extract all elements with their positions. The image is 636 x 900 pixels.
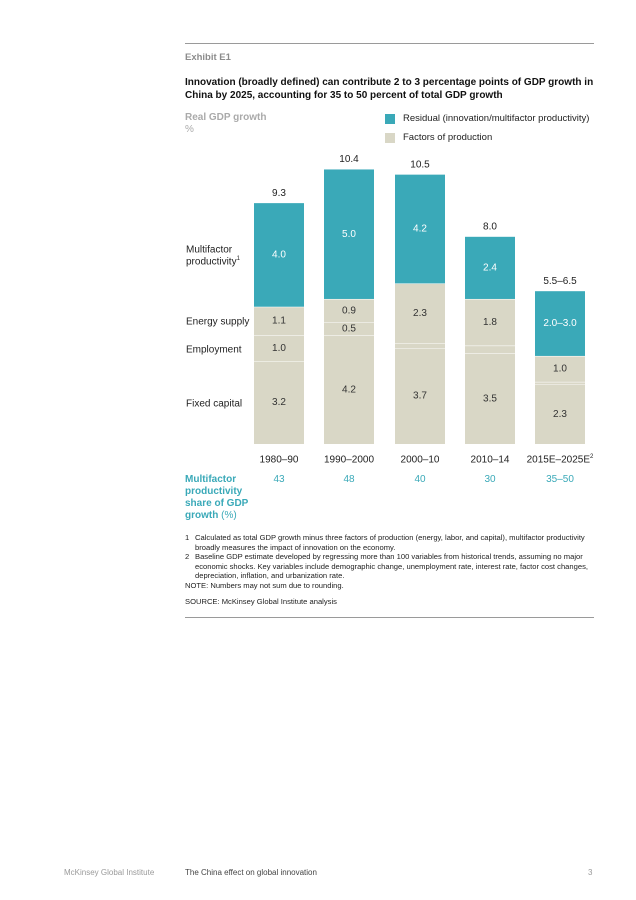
bar-segment-multifactor xyxy=(324,169,374,299)
bar-total-label: 9.3 xyxy=(272,188,286,199)
bar-segment-multifactor xyxy=(254,203,304,307)
bar-value-label: 1.1 xyxy=(272,316,286,327)
bar-value-label: 2.4 xyxy=(483,263,497,274)
bar-value-label: 4.2 xyxy=(413,224,427,235)
footnote: 1 Calculated as total GDP growth minus t… xyxy=(185,533,594,552)
multifactor-share-label-text: Multifactor productivity share of GDP gr… xyxy=(185,474,249,521)
bar-value-label: 3.2 xyxy=(272,397,286,408)
bar-value-label: 0.5 xyxy=(342,323,356,334)
multifactor-share-value: 40 xyxy=(414,474,426,485)
y-axis-unit: % xyxy=(185,124,194,135)
x-tick-label: 1980–90 xyxy=(260,455,299,466)
gdp-growth-stacked-bar-chart: 3.2 1.0 1.1 4.0 9.3 1980–90 4.2 0.5 0.9 5.0 10.4 19… xyxy=(186,154,594,466)
bar-segment-multifactor xyxy=(465,236,515,299)
bar-segment-energy-supply xyxy=(324,298,374,323)
footer-publisher: McKinsey Global Institute xyxy=(64,868,155,877)
footnote: 2 Baseline GDP estimate developed by reg… xyxy=(185,552,594,581)
row-label-employment: Employment xyxy=(186,345,242,356)
bar-segment-fixed-capital xyxy=(395,348,445,444)
legend-label-residual: Residual (innovation/multifactor product… xyxy=(403,113,590,124)
bar-segment-employment xyxy=(254,335,304,362)
multifactor-share-value: 35–50 xyxy=(546,474,574,485)
footer-report-title: The China effect on global innovation xyxy=(185,868,317,877)
multifactor-share-value: 30 xyxy=(484,474,496,485)
multifactor-share-unit: (%) xyxy=(221,510,237,521)
bar-total-label: 5.5–6.5 xyxy=(543,276,577,287)
bar-value-label: 1.0 xyxy=(553,364,567,375)
legend-swatch-factors xyxy=(385,133,395,143)
bar-segment-energy-supply xyxy=(395,283,445,343)
bar-value-label: 1.0 xyxy=(272,343,286,354)
bar-segment-multifactor xyxy=(535,291,585,356)
footnotes: 1 Calculated as total GDP growth minus t… xyxy=(185,533,594,591)
bar-value-label: 2.0–3.0 xyxy=(543,318,577,329)
bar-segment-employment xyxy=(324,322,374,336)
bar-value-label: 3.7 xyxy=(413,391,427,402)
bar-value-label: 4.0 xyxy=(272,250,286,261)
bar-segment-energy-supply xyxy=(254,306,304,336)
legend-label-factors: Factors of production xyxy=(403,132,493,143)
bar-segment-fixed-capital xyxy=(535,384,585,444)
note-text: Numbers may not sum due to rounding. xyxy=(210,580,344,590)
exhibit-title: Innovation (broadly defined) can contrib… xyxy=(185,77,594,101)
bar-value-label: 1.8 xyxy=(483,317,497,328)
bar-segment-employment xyxy=(465,345,515,354)
y-axis-title: Real GDP growth xyxy=(185,112,267,123)
bar-segment-employment xyxy=(395,342,445,349)
footnote-number: 1 xyxy=(185,533,190,542)
bar-value-label: 2.3 xyxy=(413,308,427,319)
top-rule xyxy=(185,43,594,44)
bar-segment-fixed-capital xyxy=(465,353,515,444)
note-rounding: NOTE: Numbers may not sum due to roundin… xyxy=(185,581,594,591)
row-label-multifactor: productivity1 xyxy=(186,256,241,268)
footnote-text: Calculated as total GDP growth minus thr… xyxy=(195,533,585,552)
bar-segment-employment xyxy=(535,381,585,385)
note-label: NOTE: xyxy=(185,580,209,590)
bar-value-label: 0.9 xyxy=(342,305,356,316)
row-label-multifactor: Multifactor xyxy=(186,245,233,256)
bar-segment-multifactor xyxy=(395,174,445,284)
bar-segment-fixed-capital xyxy=(254,361,304,444)
multifactor-share-value: 43 xyxy=(273,474,285,485)
multifactor-share-label: Multifactor productivity share of GDP gr… xyxy=(185,474,265,522)
source-line: SOURCE: McKinsey Global Institute analys… xyxy=(185,597,337,606)
x-tick-label: 2010–14 xyxy=(471,455,510,466)
bar-value-label: 2.3 xyxy=(553,409,567,420)
row-label-superscript: 1 xyxy=(237,256,241,262)
bar-total-label: 10.4 xyxy=(339,154,359,165)
bottom-rule xyxy=(185,617,594,618)
multifactor-share-value: 48 xyxy=(343,474,355,485)
bar-total-label: 8.0 xyxy=(483,221,497,232)
row-label-fixed-capital: Fixed capital xyxy=(186,399,242,410)
exhibit-label: Exhibit E1 xyxy=(185,52,231,63)
footnote-number: 2 xyxy=(185,552,190,562)
legend-swatch-residual xyxy=(385,114,395,124)
x-tick-superscript: 2 xyxy=(590,454,594,460)
x-tick-label: 2015E–2025E2 xyxy=(527,454,594,466)
footer-page-number: 3 xyxy=(588,868,593,877)
bar-segment-energy-supply xyxy=(535,355,585,382)
row-label-energy-supply: Energy supply xyxy=(186,317,249,328)
bar-segment-fixed-capital xyxy=(324,335,374,444)
bar-value-label: 3.5 xyxy=(483,393,497,404)
bar-value-label: 5.0 xyxy=(342,229,356,240)
x-tick-label: 2000–10 xyxy=(401,455,440,466)
footnote-text: Baseline GDP estimate developed by regre… xyxy=(195,552,588,581)
bar-total-label: 10.5 xyxy=(410,159,430,170)
bar-value-label: 4.2 xyxy=(342,384,356,395)
x-tick-label: 1990–2000 xyxy=(324,455,374,466)
bar-segment-energy-supply xyxy=(465,298,515,346)
